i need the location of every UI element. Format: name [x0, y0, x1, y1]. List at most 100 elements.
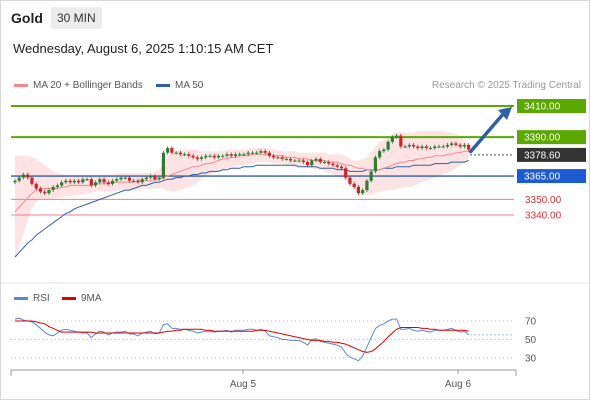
candle-body — [30, 177, 34, 184]
candle-body — [13, 180, 17, 183]
candle-body — [178, 152, 182, 155]
level-label-3378.60: 3378.60 — [524, 150, 561, 161]
candle-body — [284, 158, 288, 160]
candle-body — [212, 155, 216, 158]
legend-label-9ma: 9MA — [81, 293, 102, 304]
candle-body — [339, 166, 344, 169]
candle-body — [382, 149, 386, 152]
candle-body — [26, 174, 30, 178]
candle-body — [335, 165, 339, 167]
candle-body — [454, 143, 458, 145]
candle-body — [161, 152, 165, 178]
legend-item-ma50: MA 50 — [156, 80, 203, 91]
candle-body — [322, 162, 327, 164]
candle-body — [136, 180, 140, 183]
candle-body — [280, 157, 284, 159]
candle-body — [331, 163, 335, 166]
candle-body — [462, 144, 467, 147]
legend-label-ma50: MA 50 — [175, 80, 204, 91]
candle-body — [140, 179, 144, 183]
candle-body — [327, 162, 331, 164]
level-badge-3410.00 — [517, 99, 586, 113]
candle-body — [263, 151, 267, 153]
legend-label-rsi: RSI — [33, 293, 50, 304]
level-label-3350.00: 3350.00 — [525, 195, 562, 206]
candle-body — [233, 154, 238, 156]
candle-body — [106, 182, 110, 184]
candle-body — [386, 141, 390, 150]
candle-body — [77, 180, 81, 183]
candle-body — [399, 135, 403, 147]
legend-swatch-ma50 — [156, 83, 170, 87]
candle-body — [411, 144, 416, 147]
candle-body — [183, 154, 187, 156]
candle-body — [21, 174, 26, 178]
candle-body — [289, 158, 293, 161]
candle-body — [72, 180, 76, 183]
candle-body — [238, 154, 242, 156]
candle-body — [55, 185, 59, 187]
candle-body — [259, 151, 263, 153]
candle-body — [250, 152, 255, 154]
x-tick-label-0: Aug 5 — [230, 379, 257, 390]
candle-body — [395, 135, 399, 138]
candle-body — [47, 190, 51, 194]
candle-body — [127, 177, 132, 181]
level-label-3410.00: 3410.00 — [524, 102, 561, 113]
candle-body — [38, 188, 43, 192]
candle-body — [445, 144, 450, 147]
candle-body — [246, 152, 250, 155]
candle-body — [407, 144, 411, 147]
candle-body — [225, 154, 229, 156]
candle-body — [43, 191, 47, 194]
candle-body — [416, 146, 420, 149]
candle-body — [255, 152, 259, 154]
candle-body — [297, 160, 301, 162]
candle-body — [64, 180, 68, 183]
candle-body — [195, 157, 199, 159]
instrument-title: Gold — [11, 10, 43, 26]
timeframe-badge[interactable]: 30 MIN — [51, 7, 102, 29]
level-badge-3390.00 — [517, 130, 586, 145]
candle-body — [98, 179, 102, 183]
rsi-tick-label-50: 50 — [525, 335, 537, 346]
candle-body — [373, 157, 377, 172]
candle-body — [170, 148, 174, 153]
legend-item-9ma: 9MA — [62, 293, 102, 304]
candle-body — [272, 155, 276, 158]
candle-body — [276, 157, 280, 159]
candle-body — [318, 158, 322, 163]
candle-body — [424, 146, 428, 149]
candle-body — [441, 146, 445, 148]
candle-body — [361, 190, 365, 194]
candle-body — [208, 155, 212, 157]
candle-body — [85, 179, 89, 181]
candle-body — [110, 180, 115, 184]
legend-label-ma20: MA 20 + Bollinger Bands — [33, 80, 143, 91]
candle-body — [157, 177, 161, 180]
candle-body — [149, 176, 153, 178]
forecast-arrow-head — [498, 107, 512, 120]
candle-body — [352, 183, 356, 187]
level-label-3390.00: 3390.00 — [524, 133, 561, 144]
candle-body — [119, 177, 123, 180]
forecast-arrow-shaft — [468, 111, 506, 154]
candle-body — [467, 144, 471, 150]
candle-body — [221, 155, 225, 157]
level-label-3340.00: 3340.00 — [525, 211, 562, 222]
rsi-9ma-line — [15, 320, 469, 353]
candle-body — [17, 177, 21, 181]
candle-body — [93, 182, 98, 186]
candle-body — [348, 177, 352, 184]
candle-body — [81, 179, 85, 183]
rsi-tick-label-70: 70 — [525, 317, 537, 328]
bollinger-band-fill — [15, 130, 469, 259]
level-badge-3378.60 — [517, 147, 586, 162]
level-badge-3365.00 — [517, 169, 586, 184]
candle-body — [166, 148, 170, 153]
candle-body — [301, 160, 305, 163]
rsi-tick-label-30: 30 — [525, 354, 537, 365]
rsi-line — [14, 317, 470, 362]
legend-item-rsi: RSI — [14, 293, 50, 304]
